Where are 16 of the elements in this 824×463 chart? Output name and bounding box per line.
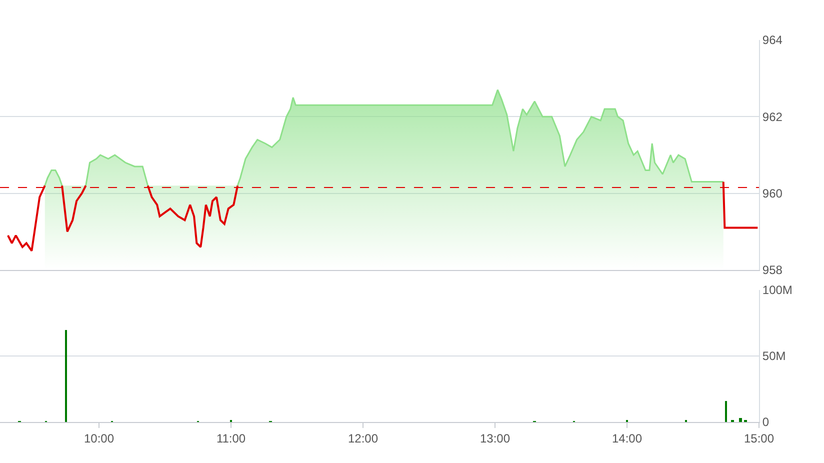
x-tick-label: 11:00 [216,431,246,446]
y-tick-label: 964 [762,33,783,48]
bar [65,330,67,422]
x-tick-label: 15:00 [744,431,774,446]
y-tick-label: 960 [762,186,783,201]
y-tick-label: 958 [762,263,783,278]
bar [725,400,727,422]
bar [739,418,742,422]
x-tick-label: 10:00 [84,431,114,446]
y-tick-label: 962 [762,110,783,124]
x-tick-label: 14:00 [612,431,642,446]
x-tick-label: 13:00 [480,431,510,446]
y-tick-label: 50M [762,349,786,364]
y-tick-label: 0 [762,415,770,430]
x-tick-label: 12:00 [348,431,378,446]
y-tick-label: 100M [762,283,792,298]
